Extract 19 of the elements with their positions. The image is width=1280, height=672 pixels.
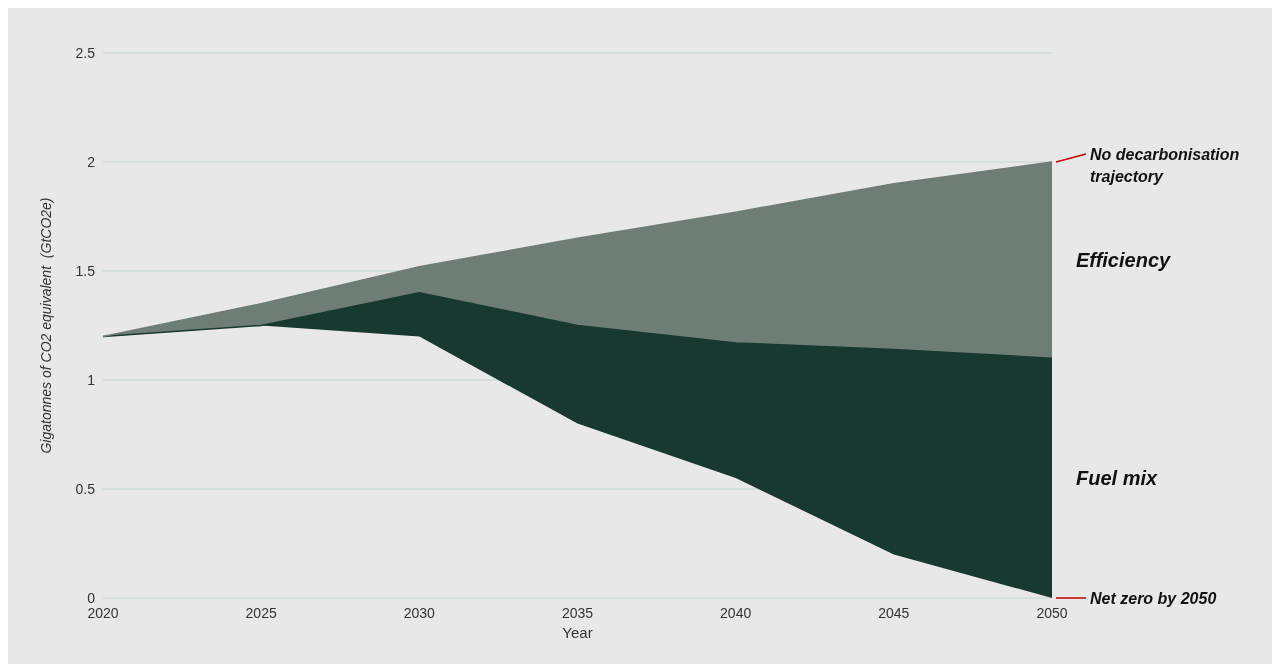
y-axis-title: Gigatonnes of CO2 equivalent (GtCO2e) <box>38 197 54 454</box>
y-tick-label: 2 <box>87 154 96 170</box>
x-tick-label: 2045 <box>878 605 910 621</box>
x-axis-title: Year <box>562 623 593 641</box>
x-tick-label: 2040 <box>720 605 752 621</box>
x-tick-label: 2025 <box>245 605 277 621</box>
y-tick-label: 2.5 <box>75 45 96 61</box>
y-tick-label: 1.5 <box>75 263 96 279</box>
x-tick-label: 2050 <box>1036 605 1068 621</box>
x-tick-label: 2030 <box>403 605 436 621</box>
x-tick-label: 2020 <box>87 605 119 621</box>
y-tick-label: 0 <box>87 590 96 606</box>
text: Efficiency <box>1076 249 1171 272</box>
text: Fuel mix <box>1076 467 1159 490</box>
x-tick-label: 2035 <box>561 605 594 621</box>
text: No decarbonisation trajectory <box>1090 145 1244 185</box>
y-tick-label: 1 <box>87 372 96 388</box>
text: Net zero by 2050 <box>1090 589 1217 607</box>
y-tick-label: 0.5 <box>75 481 96 497</box>
